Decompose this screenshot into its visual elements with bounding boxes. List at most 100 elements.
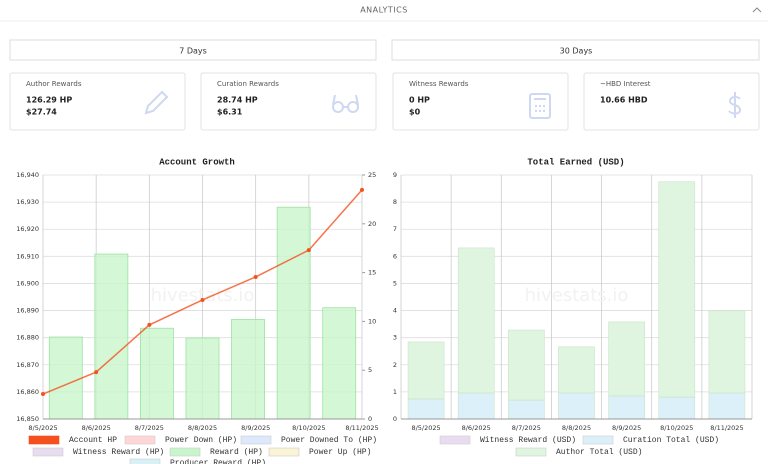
dollar-icon [728, 92, 742, 118]
bar-segment [457, 392, 495, 420]
legend-label: Power Up (HP) [309, 448, 371, 457]
card-value: 10.66 HBD [600, 96, 648, 105]
tab[interactable] [9, 39, 377, 61]
y-tick-label: 16,860 [16, 388, 39, 396]
card [392, 72, 569, 131]
watermark: hivestats.io [525, 285, 629, 306]
card-label: Witness Rewards [409, 80, 469, 88]
y-tick-label: 16,920 [16, 225, 39, 233]
card-label: Curation Rewards [217, 80, 279, 88]
bar-segment [407, 341, 445, 400]
card [9, 72, 186, 131]
section-title: ANALYTICS [360, 6, 408, 15]
line-point [253, 274, 258, 279]
y-tick-label: 9 [393, 171, 397, 179]
x-tick-label: 8/10/2025 [660, 424, 693, 432]
bar [185, 337, 220, 420]
card-value: 0 HP [409, 96, 430, 105]
y-tick-label: 3 [393, 334, 397, 342]
x-tick-label: 8/8/2025 [188, 424, 217, 432]
calculator-icon [529, 93, 551, 119]
y-tick-label: 2 [393, 361, 397, 369]
x-tick-label: 8/7/2025 [135, 424, 164, 432]
chart-title: Account Growth [159, 157, 235, 167]
pencil-icon [144, 90, 169, 115]
card-value: $6.31 [217, 108, 243, 117]
card-value: 126.29 HP [26, 96, 72, 105]
y-tick-label: 5 [393, 279, 397, 287]
legend-label: Producer Reward (HP) [170, 459, 266, 464]
card-value: 28.74 HP [217, 96, 258, 105]
y-tick-label: 7 [393, 225, 397, 233]
x-tick-label: 8/11/2025 [345, 424, 378, 432]
y2-tick-label: 25 [368, 171, 376, 179]
card [583, 72, 760, 131]
bar-segment [457, 247, 495, 394]
bar [140, 327, 174, 420]
y-tick-label: 16,850 [16, 415, 39, 423]
bar-segment [558, 392, 595, 420]
bar [322, 307, 357, 420]
legend-label: Witness Reward (HP) [73, 448, 164, 457]
y-tick-label: 8 [393, 198, 397, 206]
line-point [200, 297, 205, 302]
y2-tick-label: 0 [368, 415, 372, 423]
legend-label: Power Downed To (HP) [281, 436, 377, 445]
bar-segment [708, 392, 746, 420]
legend-swatch [268, 447, 300, 457]
x-tick-label: 8/9/2025 [241, 424, 270, 432]
legend-label: Reward (HP) [210, 448, 263, 457]
y-tick-label: 16,880 [16, 334, 39, 342]
y-tick-label: 1 [393, 388, 397, 396]
x-tick-label: 8/10/2025 [292, 424, 325, 432]
watermark: hivestats.io [151, 285, 255, 306]
legend-swatch [124, 435, 156, 445]
y2-tick-label: 5 [368, 366, 372, 374]
y-tick-label: 16,890 [16, 307, 39, 315]
chart-title: Total Earned (USD) [527, 157, 624, 167]
glasses-icon [332, 94, 359, 113]
card-value: $0 [409, 108, 421, 117]
x-tick-label: 8/6/2025 [82, 424, 111, 432]
y2-tick-label: 20 [368, 220, 376, 228]
legend-swatch [169, 447, 201, 457]
x-tick-label: 8/7/2025 [512, 424, 541, 432]
card [200, 72, 377, 131]
bar-segment [658, 181, 696, 398]
bar-segment [407, 398, 445, 420]
y-tick-label: 4 [393, 307, 397, 315]
line-point [147, 322, 152, 327]
legend-label: Account HP [69, 436, 117, 445]
legend-swatch [439, 435, 471, 445]
bar-segment [608, 395, 645, 420]
collapse-chevron[interactable] [752, 7, 762, 13]
legend-label: Witness Reward (USD) [480, 436, 576, 445]
x-tick-label: 8/9/2025 [612, 424, 641, 432]
legend-swatch [32, 447, 64, 457]
icons [144, 90, 742, 119]
bar-segment [708, 310, 746, 394]
card-label: Author Rewards [26, 80, 82, 88]
line-point [94, 370, 99, 375]
tab[interactable] [391, 39, 760, 61]
tab-label[interactable]: 30 Days [560, 47, 593, 56]
bar-segment [508, 399, 545, 420]
y-tick-label: 16,870 [16, 361, 39, 369]
bar [276, 206, 311, 420]
card-value: $27.74 [26, 108, 57, 117]
x-tick-label: 8/11/2025 [710, 424, 743, 432]
line-point [306, 248, 311, 253]
y-tick-label: 16,930 [16, 198, 39, 206]
y-tick-label: 16,910 [16, 252, 39, 260]
bar-segment [608, 321, 645, 397]
y-tick-label: 16,900 [16, 279, 39, 287]
x-tick-label: 8/5/2025 [411, 424, 440, 432]
tab-label[interactable]: 7 Days [179, 47, 207, 56]
x-tick-label: 8/8/2025 [562, 424, 591, 432]
legend-label: Author Total (USD) [556, 448, 642, 457]
y-tick-label: 6 [393, 252, 397, 260]
y2-tick-label: 15 [368, 269, 376, 277]
bar-segment [558, 346, 595, 394]
